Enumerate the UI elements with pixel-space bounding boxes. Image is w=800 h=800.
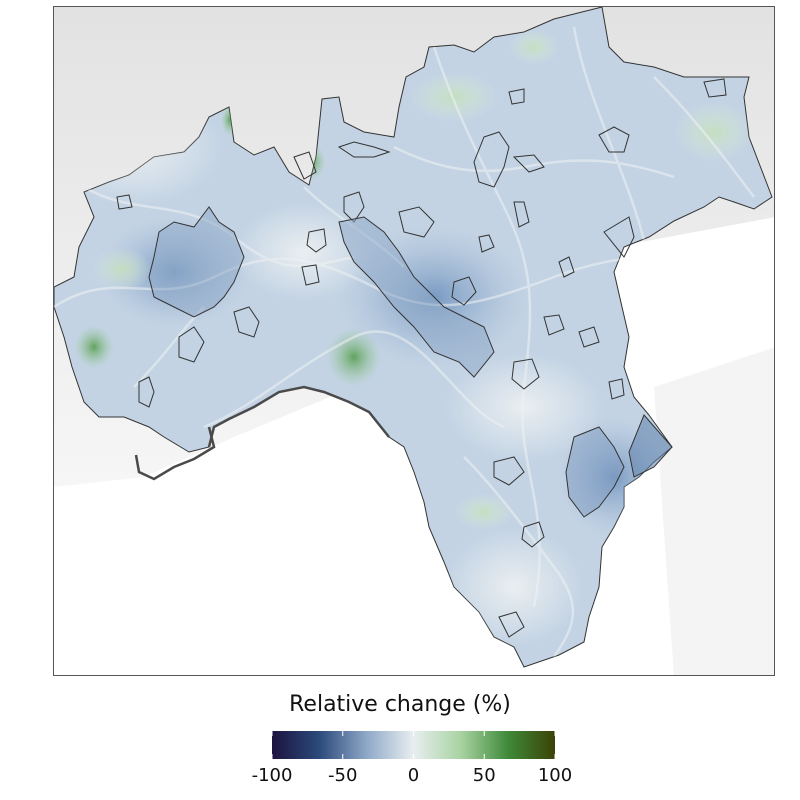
legend-tick-label: 100 — [537, 765, 573, 786]
legend-title: Relative change (%) — [289, 692, 511, 717]
legend-tick-label: 0 — [407, 765, 420, 786]
area-outlines — [116, 78, 727, 638]
legend-tick-label: 50 — [472, 765, 496, 786]
map-svg — [54, 7, 774, 675]
colorbar-ticks — [272, 731, 555, 759]
terrain-relief-southeast — [654, 347, 774, 675]
map-panel — [53, 6, 775, 676]
legend-tick-label: -50 — [328, 765, 358, 786]
coastline — [207, 385, 390, 448]
legend-colorbar — [272, 731, 555, 759]
legend-tick-label: -100 — [251, 765, 293, 786]
coastline-west — [134, 426, 216, 481]
